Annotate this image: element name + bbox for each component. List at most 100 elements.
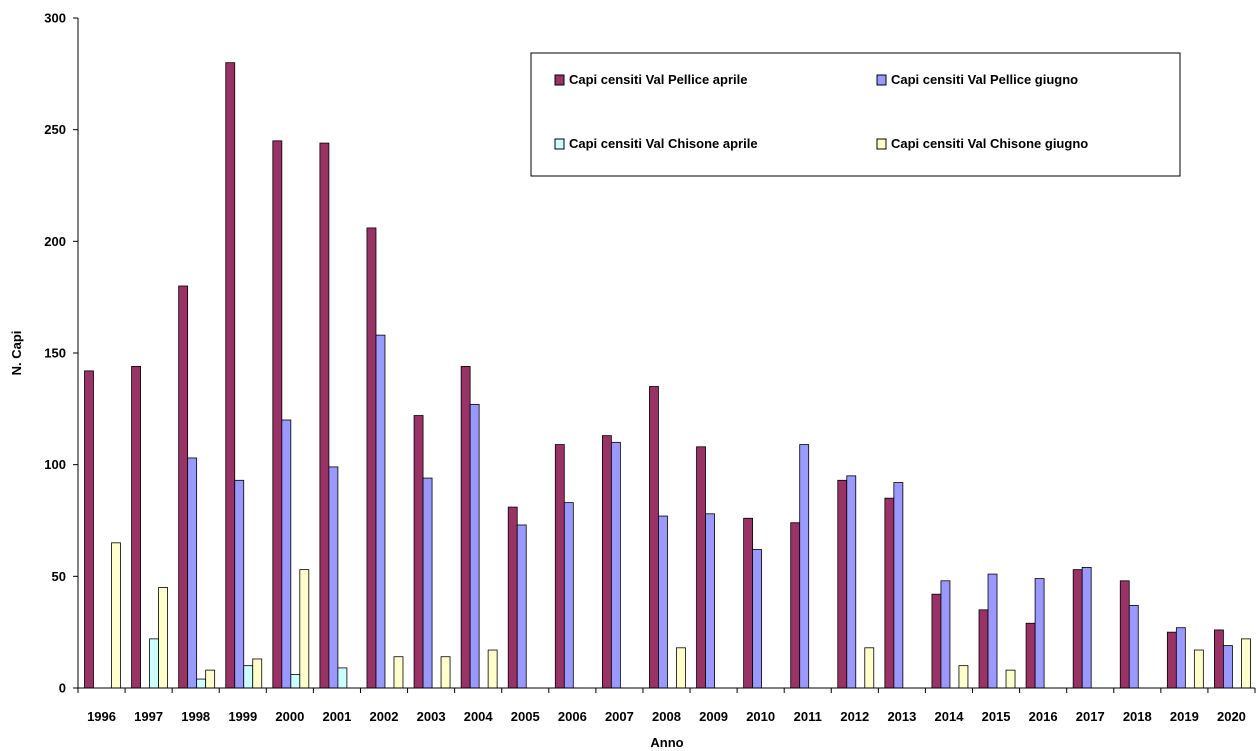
bar — [1175, 627, 1186, 689]
bar — [563, 502, 574, 689]
bar — [1128, 604, 1139, 689]
x-tick-label: 2014 — [935, 709, 965, 724]
bar — [225, 62, 236, 689]
legend-label: Capi censiti Val Chisone giugno — [891, 136, 1088, 151]
x-tick-label: 2003 — [417, 709, 446, 724]
legend-swatch — [876, 74, 887, 86]
bar — [281, 419, 292, 689]
bar — [272, 140, 283, 689]
x-tick-label: 1998 — [181, 709, 210, 724]
x-tick-label: 2000 — [275, 709, 304, 724]
x-tick-label: 2016 — [1029, 709, 1058, 724]
legend-swatch — [554, 74, 565, 86]
bar — [111, 542, 121, 689]
y-axis-title: N. Capi — [9, 331, 24, 376]
bar — [243, 665, 254, 689]
y-tick-label: 0 — [59, 681, 66, 696]
bar — [366, 227, 377, 689]
bar — [178, 285, 189, 689]
bar — [196, 678, 207, 689]
bar — [649, 386, 659, 689]
x-tick-label: 2012 — [840, 709, 869, 724]
bar — [610, 441, 621, 689]
bar — [958, 665, 969, 689]
x-tick-label: 2013 — [887, 709, 916, 724]
bar — [601, 435, 612, 689]
bar — [507, 506, 518, 689]
y-tick-label: 150 — [44, 346, 66, 361]
bar — [469, 403, 480, 689]
x-tick-label: 2017 — [1076, 709, 1105, 724]
bar — [319, 142, 330, 689]
legend-swatch — [876, 138, 887, 150]
bar — [84, 370, 94, 689]
x-tick-label: 1996 — [87, 709, 116, 724]
x-axis-ticks: 1996 1997 1998 1999 2000 2001 2002 2003 2004 2005… — [77, 688, 1256, 724]
bar — [987, 573, 998, 689]
bar — [658, 515, 668, 689]
bar — [790, 522, 801, 689]
bar — [234, 479, 245, 689]
bar — [516, 524, 527, 689]
bar — [1005, 669, 1016, 689]
x-tick-label: 2020 — [1217, 709, 1246, 724]
bar — [1072, 569, 1083, 689]
bar — [837, 479, 848, 689]
bar — [440, 656, 451, 689]
bar — [799, 444, 810, 689]
x-tick-label: 2007 — [605, 709, 634, 724]
legend-label: Capi censiti Val Chisone aprile — [569, 136, 758, 151]
bars-layer — [84, 62, 1251, 689]
bar — [422, 477, 433, 689]
bar — [978, 609, 989, 689]
x-tick-label: 2009 — [699, 709, 728, 724]
y-tick-label: 100 — [44, 457, 66, 472]
x-axis-title: Anno — [650, 735, 683, 750]
x-tick-label: 2004 — [464, 709, 494, 724]
bar — [413, 415, 424, 689]
x-tick-label: 2018 — [1123, 709, 1152, 724]
bar — [1081, 567, 1092, 689]
bar — [131, 365, 141, 689]
bar — [1193, 649, 1204, 689]
bar — [1241, 638, 1251, 689]
bar — [337, 667, 348, 689]
bar — [299, 569, 310, 689]
bar — [940, 580, 951, 689]
bar — [205, 669, 216, 689]
bar — [487, 649, 498, 689]
legend: Capi censiti Val Pellice aprile Capi cen… — [530, 52, 1181, 177]
bar — [252, 658, 263, 689]
bar — [1166, 631, 1177, 689]
bar — [864, 647, 875, 689]
bar — [554, 444, 565, 689]
y-axis-ticks: 0 50 100 150 200 250 300 — [44, 11, 78, 696]
bar — [290, 674, 301, 689]
bar — [931, 593, 942, 689]
bar — [1223, 645, 1233, 689]
x-tick-label: 2010 — [746, 709, 775, 724]
bar — [1025, 622, 1036, 689]
bar — [1119, 580, 1130, 689]
y-tick-label: 300 — [44, 11, 66, 26]
bar — [158, 587, 168, 689]
bar — [696, 446, 706, 689]
legend-swatch — [554, 138, 565, 150]
y-tick-label: 250 — [44, 122, 66, 137]
x-tick-label: 2002 — [370, 709, 399, 724]
y-tick-label: 200 — [44, 234, 66, 249]
bar — [743, 517, 754, 689]
x-tick-label: 2008 — [652, 709, 681, 724]
legend-label: Capi censiti Val Pellice giugno — [891, 72, 1078, 87]
bar — [1214, 629, 1224, 689]
bar — [375, 334, 386, 689]
bar — [149, 638, 159, 689]
bar — [460, 365, 471, 689]
x-tick-label: 2011 — [794, 709, 822, 724]
legend-box — [530, 52, 1181, 177]
x-tick-label: 2015 — [982, 709, 1011, 724]
x-tick-label: 2005 — [511, 709, 540, 724]
bar — [393, 656, 404, 689]
x-tick-label: 2001 — [322, 709, 351, 724]
